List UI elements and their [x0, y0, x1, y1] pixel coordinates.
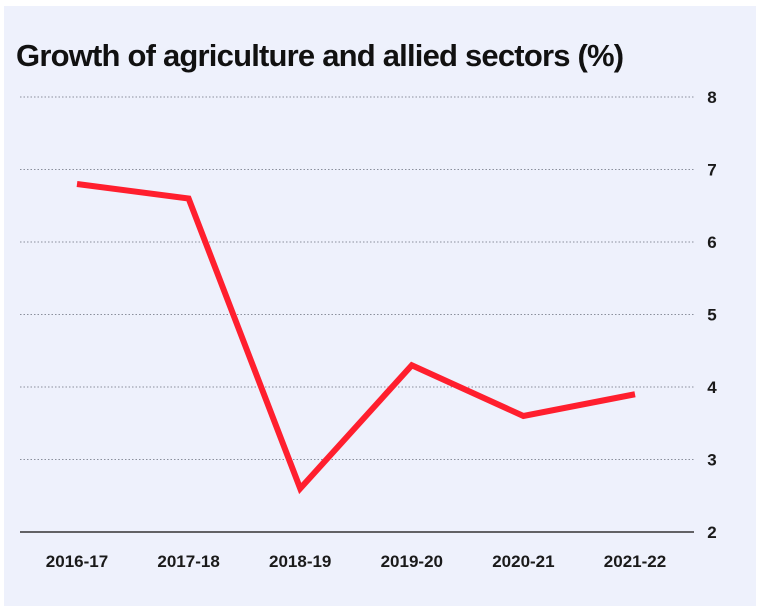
x-tick-label: 2021-22: [604, 552, 666, 571]
x-tick-label: 2020-21: [492, 552, 554, 571]
y-tick-label: 5: [707, 306, 716, 325]
y-tick-label: 3: [707, 451, 716, 470]
y-tick-label: 2: [707, 523, 716, 542]
x-tick-label: 2019-20: [381, 552, 443, 571]
x-tick-label: 2016-17: [46, 552, 108, 571]
chart-panel: [4, 6, 756, 606]
y-tick-label: 7: [707, 161, 716, 180]
x-tick-label: 2017-18: [157, 552, 219, 571]
x-tick-label: 2018-19: [269, 552, 331, 571]
series-line: [76, 181, 636, 495]
y-tick-label: 6: [707, 233, 716, 252]
chart-title: Growth of agriculture and allied sectors…: [16, 38, 624, 73]
y-tick-label: 8: [707, 88, 716, 107]
y-tick-label: 4: [707, 378, 717, 397]
